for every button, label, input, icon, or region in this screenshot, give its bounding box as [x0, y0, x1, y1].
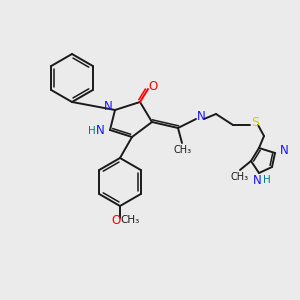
Text: O: O [111, 214, 121, 226]
Text: H: H [263, 175, 271, 185]
Text: O: O [148, 80, 158, 92]
Text: N: N [253, 173, 261, 187]
Text: N: N [96, 124, 104, 137]
Text: N: N [103, 100, 112, 113]
Text: N: N [280, 145, 288, 158]
Text: CH₃: CH₃ [120, 215, 140, 225]
Text: CH₃: CH₃ [231, 172, 249, 182]
Text: N: N [196, 110, 206, 122]
Text: S: S [251, 116, 259, 128]
Text: CH₃: CH₃ [174, 145, 192, 155]
Text: H: H [88, 126, 96, 136]
